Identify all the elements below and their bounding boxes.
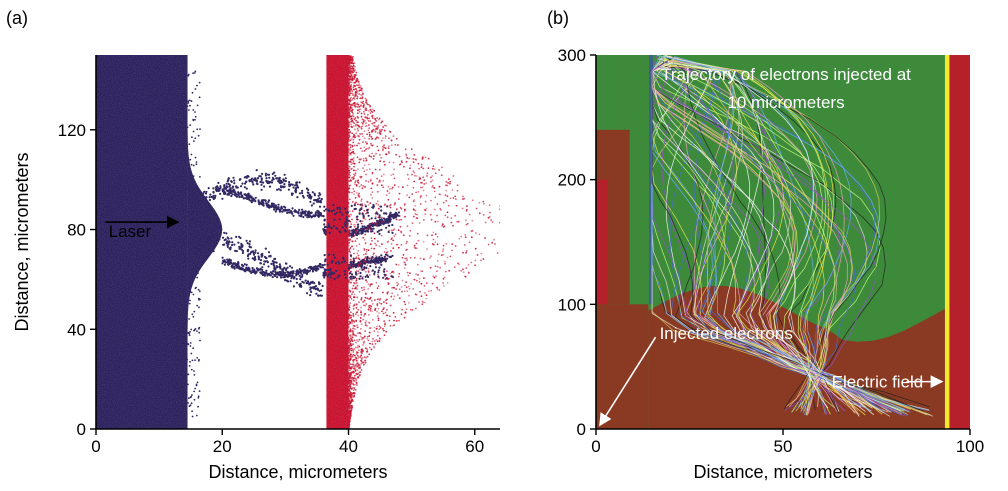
red-plume-point <box>509 231 511 233</box>
panel-b-plot-area <box>596 55 970 429</box>
panel-a: (a) 0 20 40 60 0 40 80 120 Laser Distance, micr… <box>6 8 515 482</box>
panel-b-x-tick-label: 0 <box>591 437 600 456</box>
electron-trajectory <box>669 58 902 416</box>
panel-b-title-line1: Trajectory of electrons injected at <box>661 65 911 84</box>
red-plume-point <box>501 222 503 224</box>
electron-trajectory <box>656 55 873 412</box>
electron-trajectory <box>667 65 905 417</box>
electron-trajectory <box>661 61 896 411</box>
red-plume-point <box>501 249 503 251</box>
electron-trajectory <box>651 56 868 416</box>
electric-field-yellow-band <box>944 55 950 429</box>
red-plume-point <box>506 235 508 237</box>
electron-trajectory <box>676 59 838 413</box>
electron-trajectory <box>663 55 834 415</box>
panel-b-y-tick-label: 200 <box>558 171 586 190</box>
panel-b-y-tick-label: 0 <box>577 420 586 439</box>
panel-a-x-tick-label: 60 <box>465 437 484 456</box>
electron-trajectory <box>651 66 873 409</box>
red-plume-point <box>506 229 508 231</box>
panel-b-y-tick-label: 100 <box>558 295 586 314</box>
electron-trajectory <box>656 65 838 412</box>
field-red-right <box>949 55 970 429</box>
electron-trajectory <box>667 62 829 409</box>
electron-trajectory <box>657 55 827 416</box>
panel-a-x-tick-label: 40 <box>339 437 358 456</box>
electron-trajectory <box>651 61 854 412</box>
panel-a-y-tick-label: 40 <box>67 320 86 339</box>
electron-trajectory <box>665 59 838 412</box>
panel-a-y-tick-label: 0 <box>77 420 86 439</box>
red-plume-point <box>503 214 505 216</box>
panel-b-axes: 0 50 100 0 100 200 300 <box>558 46 985 456</box>
red-plume-point <box>513 227 515 229</box>
panel-b-xlabel: Distance, micrometers <box>693 462 872 482</box>
panel-b-x-tick-label: 100 <box>956 437 984 456</box>
panel-a-speckle-overlay <box>96 55 500 429</box>
field-red-left <box>596 179 608 305</box>
field-brown-lower-left <box>596 304 649 429</box>
panel-a-x-tick-label: 20 <box>213 437 232 456</box>
red-plume-point <box>508 240 510 242</box>
electron-trajectory <box>651 60 877 411</box>
electron-trajectory <box>673 62 836 413</box>
electron-trajectory <box>651 57 858 415</box>
panel-a-y-tick-label: 120 <box>58 121 86 140</box>
electron-trajectory <box>664 55 840 414</box>
panel-a-plot-area <box>96 55 515 429</box>
panel-a-y-tick-label: 80 <box>67 221 86 240</box>
panel-a-axes: 0 20 40 60 0 40 80 120 <box>58 55 500 456</box>
panel-a-ylabel: Distance, micrometers <box>12 152 32 331</box>
electric-field-label: Electric field <box>832 373 924 392</box>
electron-trajectory <box>651 61 920 411</box>
electron-trajectory <box>663 55 819 407</box>
red-plume-point <box>501 217 503 219</box>
panel-a-laser-annotation: Laser <box>105 215 180 241</box>
panel-b-y-tick-label: 300 <box>558 46 586 65</box>
panel-b: (b) 0 50 100 0 100 200 300 Trajectory of elect… <box>547 8 984 482</box>
panel-b-title-line2: 10 micrometers <box>727 93 844 112</box>
electron-trajectory <box>657 62 825 413</box>
electron-trajectory <box>651 55 840 416</box>
red-plume-point <box>511 226 513 228</box>
panel-a-x-tick-label: 0 <box>91 437 100 456</box>
electron-trajectory <box>651 59 840 412</box>
electron-trajectory <box>667 60 845 408</box>
injected-electrons-annotation: Injected electrons <box>599 324 793 427</box>
panel-b-trajectories <box>651 55 934 417</box>
red-plume-point <box>508 215 510 217</box>
red-plume-point <box>500 247 502 249</box>
electron-trajectory <box>669 64 902 415</box>
red-plume-point <box>506 223 508 225</box>
injected-electrons-label: Injected electrons <box>660 324 793 343</box>
red-plume-point <box>506 223 508 225</box>
panel-a-xlabel: Distance, micrometers <box>208 462 387 482</box>
injected-electrons-arrow <box>599 336 657 427</box>
electron-trajectory <box>657 58 891 417</box>
panel-b-label: (b) <box>547 8 569 28</box>
electron-trajectory <box>672 66 846 412</box>
electron-trajectory <box>666 63 909 417</box>
panel-b-x-tick-label: 50 <box>774 437 793 456</box>
red-plume-point <box>507 236 509 238</box>
electron-trajectory <box>663 62 852 413</box>
electron-trajectory <box>651 60 856 414</box>
panel-a-label: (a) <box>6 8 28 28</box>
electron-trajectory <box>677 58 879 410</box>
red-plume-point <box>505 223 507 225</box>
red-plume-point <box>501 208 503 210</box>
red-plume-point <box>505 235 507 237</box>
electric-field-annotation: Electric field <box>832 373 944 392</box>
laser-label: Laser <box>109 222 152 241</box>
field-blue-strip <box>649 55 653 305</box>
